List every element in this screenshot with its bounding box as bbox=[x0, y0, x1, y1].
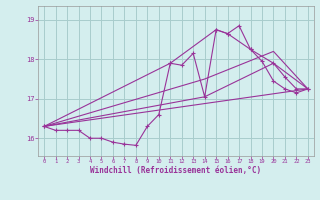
X-axis label: Windchill (Refroidissement éolien,°C): Windchill (Refroidissement éolien,°C) bbox=[91, 166, 261, 175]
